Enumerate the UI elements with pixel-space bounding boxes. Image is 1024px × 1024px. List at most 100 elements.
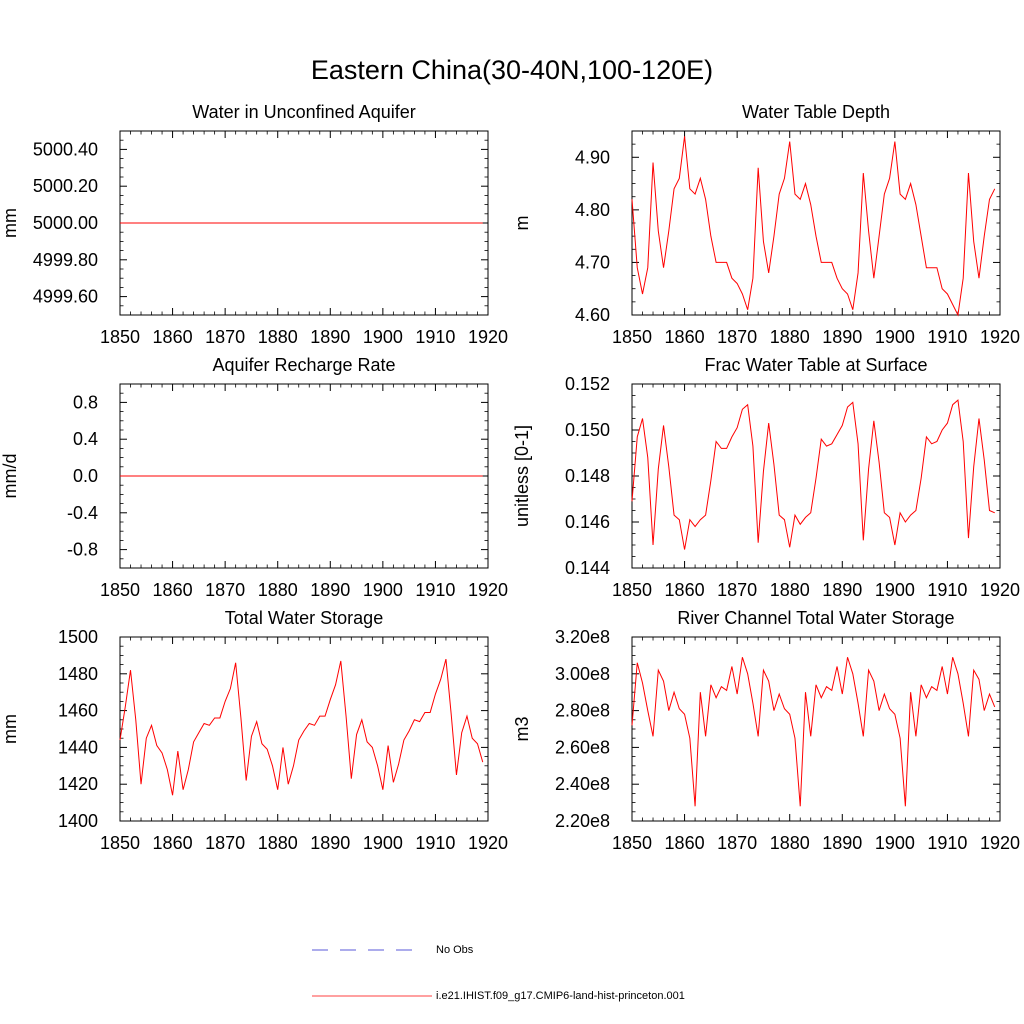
- legend: No Obs i.e21.IHIST.f09_g17.CMIP6-land-hi…: [310, 930, 1010, 1020]
- series-line: [631, 657, 996, 807]
- x-tick-label: 1910: [415, 327, 455, 347]
- x-tick-label: 1870: [717, 327, 757, 347]
- y-tick-label: 1420: [58, 774, 98, 794]
- x-tick-label: 1880: [258, 833, 298, 853]
- y-tick-label: -0.4: [67, 503, 98, 523]
- y-tick-label: 5000.20: [33, 176, 98, 196]
- legend-item-no-obs: No Obs: [310, 944, 1010, 958]
- panel-4: Frac Water Table at Surface unitless [0-1…: [512, 355, 1020, 600]
- x-tick-label: 1910: [927, 580, 967, 600]
- panel-title: River Channel Total Water Storage: [677, 608, 954, 628]
- x-tick-label: 1910: [415, 833, 455, 853]
- panel-title: Total Water Storage: [225, 608, 383, 628]
- y-axis-label: mm: [0, 208, 20, 238]
- legend-line-solid: [312, 995, 432, 997]
- y-axis-label: mm: [0, 714, 20, 744]
- y-tick-label: 4.70: [575, 252, 610, 272]
- y-tick-label: 2.40e8: [555, 774, 610, 794]
- series-line: [631, 399, 995, 550]
- x-tick-label: 1860: [153, 833, 193, 853]
- y-axis-label: m3: [512, 716, 532, 741]
- y-tick-label: -0.8: [67, 540, 98, 560]
- y-tick-label: 4999.80: [33, 250, 98, 270]
- y-tick-label: 0.146: [565, 512, 610, 532]
- y-tick-label: 5000.00: [33, 213, 98, 233]
- y-tick-label: 2.20e8: [555, 811, 610, 831]
- y-tick-label: 0.152: [565, 374, 610, 394]
- plot-frame: [119, 636, 489, 822]
- legend-label: No Obs: [436, 944, 474, 956]
- y-tick-label: 2.80e8: [555, 701, 610, 721]
- x-tick-label: 1920: [468, 833, 508, 853]
- x-tick-label: 1920: [980, 327, 1020, 347]
- x-tick-label: 1880: [770, 833, 810, 853]
- panel-title: Water Table Depth: [742, 102, 890, 122]
- x-tick-label: 1870: [205, 580, 245, 600]
- y-tick-label: 4.60: [575, 305, 610, 325]
- x-tick-label: 1910: [927, 327, 967, 347]
- y-axis-label: unitless [0-1]: [512, 425, 532, 527]
- figure-title: Eastern China(30-40N,100-120E): [310, 55, 714, 85]
- x-tick-label: 1910: [415, 580, 455, 600]
- panel-title: Water in Unconfined Aquifer: [192, 102, 415, 122]
- y-tick-label: 4999.60: [33, 287, 98, 307]
- x-tick-label: 1880: [770, 580, 810, 600]
- x-tick-label: 1900: [875, 580, 915, 600]
- panel-6: River Channel Total Water Storage m3 1850 1…: [512, 608, 1020, 853]
- panel-1: Water in Unconfined Aquifer mm 1850 1860 187…: [0, 102, 508, 347]
- x-tick-label: 1850: [100, 580, 140, 600]
- legend-label: i.e21.IHIST.f09_g17.CMIP6-land-hist-prin…: [436, 990, 685, 1002]
- x-tick-label: 1920: [980, 580, 1020, 600]
- y-tick-label: 3.00e8: [555, 664, 610, 684]
- y-axis-label: mm/d: [0, 454, 20, 499]
- x-tick-label: 1860: [153, 327, 193, 347]
- panel-2: Water Table Depth m 1850 1860 1870 1880 1890 19…: [512, 102, 1020, 347]
- x-tick-label: 1860: [153, 580, 193, 600]
- x-tick-label: 1890: [822, 580, 862, 600]
- x-tick-label: 1870: [205, 833, 245, 853]
- y-tick-label: 1400: [58, 811, 98, 831]
- panel-5: Total Water Storage mm 1850 1860 1870 1880 189…: [0, 608, 508, 853]
- x-tick-label: 1900: [363, 833, 403, 853]
- panel-title: Aquifer Recharge Rate: [212, 355, 395, 375]
- panel-title: Frac Water Table at Surface: [704, 355, 927, 375]
- x-tick-label: 1850: [100, 833, 140, 853]
- x-tick-label: 1850: [612, 833, 652, 853]
- series-line: [631, 136, 996, 317]
- panel-3: Aquifer Recharge Rate mm/d 1850 1860 1870 188…: [0, 355, 508, 600]
- y-tick-label: 1480: [58, 664, 98, 684]
- y-tick-label: 0.4: [73, 429, 98, 449]
- y-tick-label: 1460: [58, 701, 98, 721]
- y-tick-label: 4.80: [575, 200, 610, 220]
- x-tick-label: 1920: [468, 580, 508, 600]
- x-tick-label: 1900: [363, 327, 403, 347]
- x-tick-label: 1900: [875, 833, 915, 853]
- y-tick-label: 1500: [58, 627, 98, 647]
- x-tick-label: 1900: [875, 327, 915, 347]
- y-tick-label: 0.8: [73, 392, 98, 412]
- x-tick-label: 1910: [927, 833, 967, 853]
- plot-frame: [631, 636, 1001, 822]
- y-tick-label: 2.60e8: [555, 737, 610, 757]
- x-tick-label: 1900: [363, 580, 403, 600]
- y-tick-label: 4.90: [575, 147, 610, 167]
- x-tick-label: 1890: [822, 833, 862, 853]
- x-tick-label: 1860: [665, 327, 705, 347]
- x-tick-label: 1920: [468, 327, 508, 347]
- y-tick-label: 0.144: [565, 558, 610, 578]
- legend-line-dashed: [312, 949, 420, 951]
- legend-item-model: i.e21.IHIST.f09_g17.CMIP6-land-hist-prin…: [310, 990, 1010, 1004]
- y-tick-label: 0.0: [73, 466, 98, 486]
- y-axis-label: m: [512, 216, 532, 231]
- x-tick-label: 1890: [310, 833, 350, 853]
- x-tick-label: 1870: [717, 580, 757, 600]
- x-tick-label: 1860: [665, 580, 705, 600]
- x-tick-label: 1870: [717, 833, 757, 853]
- x-tick-label: 1880: [258, 327, 298, 347]
- y-tick-label: 1440: [58, 737, 98, 757]
- x-tick-label: 1890: [822, 327, 862, 347]
- x-tick-label: 1860: [665, 833, 705, 853]
- x-tick-label: 1870: [205, 327, 245, 347]
- x-tick-label: 1890: [310, 580, 350, 600]
